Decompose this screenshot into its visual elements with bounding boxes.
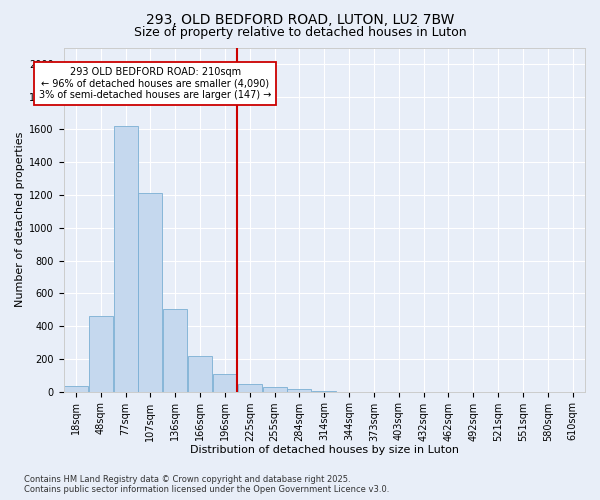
Bar	[213, 374, 237, 392]
Bar	[139, 194, 163, 392]
X-axis label: Distribution of detached houses by size in Luton: Distribution of detached houses by size …	[190, 445, 459, 455]
Bar	[287, 389, 311, 392]
Bar	[312, 391, 337, 392]
Bar	[238, 384, 262, 392]
Bar	[163, 309, 187, 392]
Bar	[188, 356, 212, 392]
Bar	[113, 126, 137, 392]
Text: 293 OLD BEDFORD ROAD: 210sqm
← 96% of detached houses are smaller (4,090)
3% of : 293 OLD BEDFORD ROAD: 210sqm ← 96% of de…	[39, 67, 272, 100]
Y-axis label: Number of detached properties: Number of detached properties	[15, 132, 25, 307]
Bar	[263, 386, 287, 392]
Text: Contains HM Land Registry data © Crown copyright and database right 2025.
Contai: Contains HM Land Registry data © Crown c…	[24, 474, 389, 494]
Text: Size of property relative to detached houses in Luton: Size of property relative to detached ho…	[134, 26, 466, 39]
Bar	[64, 386, 88, 392]
Text: 293, OLD BEDFORD ROAD, LUTON, LU2 7BW: 293, OLD BEDFORD ROAD, LUTON, LU2 7BW	[146, 12, 454, 26]
Bar	[89, 316, 113, 392]
